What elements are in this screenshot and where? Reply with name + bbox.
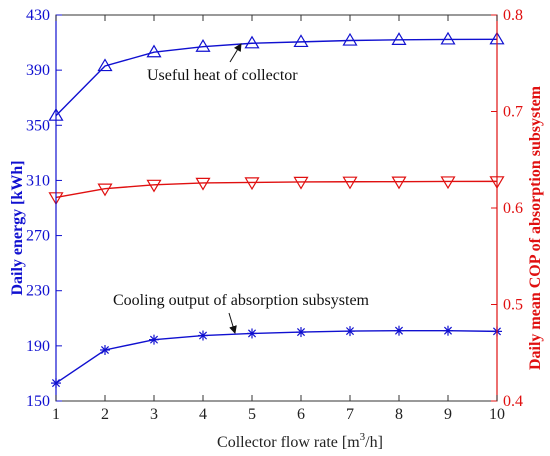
data-point-triangle-up — [97, 58, 113, 72]
data-point-triangle-down — [342, 176, 358, 190]
y-right-tick-label: 0.5 — [503, 297, 523, 314]
x-tick-label: 4 — [199, 406, 207, 423]
x-tick-label: 8 — [395, 406, 403, 423]
y-axis-left-label: Daily energy [kWh] — [9, 160, 26, 295]
y-right-tick-label: 0.4 — [503, 393, 523, 410]
x-tick-label: 10 — [489, 406, 505, 423]
data-point-triangle-up — [391, 32, 407, 45]
series-line — [55, 180, 498, 199]
y-right-tick-label: 0.7 — [503, 104, 523, 121]
series-2 — [51, 325, 502, 389]
x-tick-label: 6 — [297, 406, 305, 423]
data-point-triangle-up — [342, 32, 358, 46]
x-tick-label: 5 — [248, 406, 256, 423]
y-right-tick-label: 0.6 — [503, 200, 523, 217]
y-right-tick-label: 0.8 — [503, 7, 523, 24]
data-point-triangle-down — [146, 179, 162, 193]
data-point-triangle-down — [293, 176, 309, 190]
y-left-tick-label: 270 — [26, 228, 50, 245]
y-left-tick-label: 190 — [26, 338, 50, 355]
data-point-asterisk — [247, 328, 257, 339]
series-line — [55, 38, 498, 117]
data-point-asterisk — [198, 330, 208, 341]
data-point-asterisk — [296, 327, 306, 338]
series-0 — [48, 31, 505, 121]
data-point-triangle-up — [244, 35, 260, 49]
data-point-triangle-down — [244, 177, 260, 191]
x-axis-label-main: Collector flow rate [m — [217, 434, 360, 451]
data-point-triangle-down — [97, 183, 113, 197]
data-point-asterisk — [149, 334, 159, 345]
y-left-tick-label: 310 — [26, 172, 50, 189]
data-point-asterisk — [100, 344, 110, 355]
y-axis-right-label: Daily mean COP of absorption subsystem — [527, 85, 544, 370]
series-1 — [48, 176, 505, 206]
data-point-triangle-down — [391, 176, 407, 190]
data-point-asterisk — [345, 326, 355, 337]
x-axis-label-superscript: 3 — [360, 431, 366, 443]
data-point-triangle-up — [195, 39, 211, 52]
data-point-asterisk — [394, 325, 404, 336]
y-left-tick-label: 350 — [26, 117, 50, 134]
annotation-1: Cooling output of absorption subsystem — [113, 292, 370, 334]
data-point-triangle-up — [293, 34, 309, 48]
annotation-arrow — [228, 312, 237, 334]
annotation-label: Useful heat of collector — [147, 67, 298, 84]
annotation-arrow — [229, 43, 242, 63]
x-tick-label: 3 — [150, 406, 158, 423]
data-point-triangle-up — [440, 31, 456, 45]
y-left-tick-label: 430 — [26, 7, 50, 24]
x-tick-label: 7 — [346, 406, 354, 423]
x-tick-label: 1 — [52, 406, 60, 423]
data-point-triangle-up — [146, 44, 162, 58]
y-left-tick-label: 230 — [26, 283, 50, 300]
x-axis-label: Collector flow rate [m3/h] — [217, 431, 383, 451]
annotation-label: Cooling output of absorption subsystem — [113, 292, 370, 309]
y-left-tick-label: 150 — [26, 393, 50, 410]
x-tick-label: 2 — [101, 406, 109, 423]
data-point-asterisk — [443, 325, 453, 336]
x-tick-label: 9 — [444, 406, 452, 423]
annotation-0: Useful heat of collector — [147, 43, 298, 84]
x-axis-label-tail: /h] — [365, 434, 383, 451]
data-point-triangle-down — [195, 177, 211, 191]
data-point-triangle-down — [440, 176, 456, 190]
y-left-tick-label: 390 — [26, 62, 50, 79]
series-line — [55, 329, 498, 384]
